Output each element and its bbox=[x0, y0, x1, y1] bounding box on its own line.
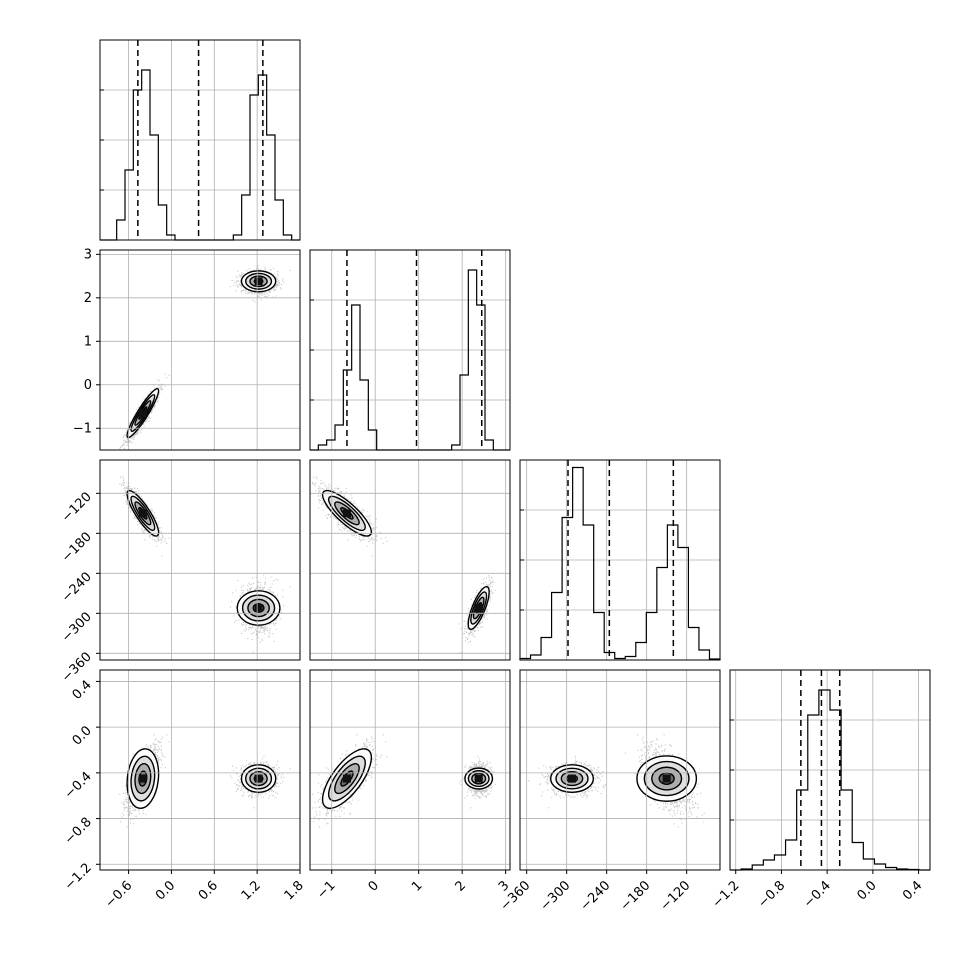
density-peak bbox=[254, 277, 263, 286]
y-tick-label: −120 bbox=[59, 490, 95, 526]
panel-2-2 bbox=[519, 459, 721, 661]
panel-frame bbox=[309, 669, 511, 871]
panel-3-3: −1.2 −0.8 −0.4 0.0 0.4 bbox=[710, 669, 931, 911]
y-tick-label: −0.8 bbox=[62, 815, 95, 848]
x-tick-label: 0.0 bbox=[153, 878, 178, 903]
y-tick-label: 0 bbox=[84, 378, 92, 393]
panel-2-0: −360 −300 −240 −180 −120 bbox=[59, 459, 301, 686]
density-peak bbox=[568, 774, 576, 783]
y-tick-label: −1 bbox=[73, 421, 92, 436]
density bbox=[119, 734, 291, 828]
panel-frame bbox=[519, 459, 721, 661]
y-tick-label: 0.0 bbox=[70, 723, 95, 748]
density-peak bbox=[254, 604, 263, 612]
x-tick-label: −1 bbox=[314, 878, 338, 902]
x-tick-label: −120 bbox=[658, 878, 694, 914]
y-tick-label: 1 bbox=[84, 334, 92, 349]
x-tick-label: 0.6 bbox=[196, 878, 221, 903]
y-tick-label: −180 bbox=[59, 530, 95, 566]
x-tick-label: −0.6 bbox=[102, 878, 135, 911]
x-tick-label: −300 bbox=[538, 878, 574, 914]
panel-frame bbox=[309, 459, 511, 661]
density-peak bbox=[474, 604, 483, 612]
y-tick-label: −1.2 bbox=[62, 861, 95, 894]
x-tick-label: 1.8 bbox=[282, 878, 307, 903]
panel-3-0: −1.2−0.8−0.40.00.4−0.6 0.0 0.6 1.2 1.8 bbox=[62, 669, 307, 911]
density bbox=[119, 476, 291, 653]
panel-1-0: −1 0 1 2 3 bbox=[73, 247, 301, 451]
x-tick-label: 2 bbox=[453, 878, 469, 894]
density bbox=[528, 734, 705, 828]
x-tick-label: 0.0 bbox=[854, 878, 879, 903]
y-tick-label: −360 bbox=[59, 650, 95, 686]
panel-frame bbox=[99, 669, 301, 871]
density-peak bbox=[254, 774, 263, 783]
y-tick-label: −240 bbox=[59, 570, 95, 606]
panel-2-1 bbox=[309, 459, 511, 661]
panel-frame bbox=[309, 249, 511, 451]
scatter-points bbox=[119, 476, 291, 653]
density-peak bbox=[138, 409, 147, 418]
density-peak bbox=[474, 774, 483, 783]
panel-frame bbox=[519, 669, 721, 871]
panel-frame bbox=[99, 459, 301, 661]
y-tick-label: 2 bbox=[84, 291, 92, 306]
y-tick-label: 3 bbox=[84, 247, 92, 262]
scatter-points bbox=[119, 265, 291, 449]
x-tick-label: −1.2 bbox=[710, 878, 743, 911]
x-tick-label: −0.8 bbox=[755, 878, 788, 911]
panel-frame bbox=[99, 249, 301, 451]
panel-frame bbox=[729, 669, 931, 871]
density bbox=[312, 734, 496, 828]
histogram bbox=[730, 689, 930, 871]
density bbox=[119, 265, 291, 449]
panel-frame bbox=[99, 39, 301, 241]
y-tick-label: −300 bbox=[59, 610, 95, 646]
density-peak bbox=[342, 774, 351, 783]
x-tick-label: −180 bbox=[618, 878, 654, 914]
x-tick-label: 1.2 bbox=[239, 878, 264, 903]
x-tick-label: 0.4 bbox=[900, 878, 925, 903]
density-peak bbox=[342, 509, 351, 518]
x-tick-label: −240 bbox=[578, 878, 614, 914]
panel-1-1 bbox=[309, 249, 511, 451]
density-peak bbox=[662, 774, 671, 783]
panel-3-2: −360 −300 −240 −180 −120 bbox=[498, 669, 721, 914]
x-tick-label: −0.4 bbox=[801, 878, 834, 911]
panel-3-1: −1 0 1 2 3 bbox=[309, 669, 512, 902]
density-peak bbox=[138, 509, 147, 518]
panel-0-0 bbox=[99, 39, 301, 241]
y-tick-label: −0.4 bbox=[62, 769, 95, 802]
x-tick-label: 1 bbox=[409, 878, 425, 894]
density-peak bbox=[138, 774, 147, 783]
histogram bbox=[100, 69, 300, 241]
x-tick-label: 0 bbox=[366, 878, 382, 894]
histogram bbox=[310, 269, 510, 451]
density bbox=[312, 476, 496, 653]
histogram bbox=[519, 466, 721, 660]
